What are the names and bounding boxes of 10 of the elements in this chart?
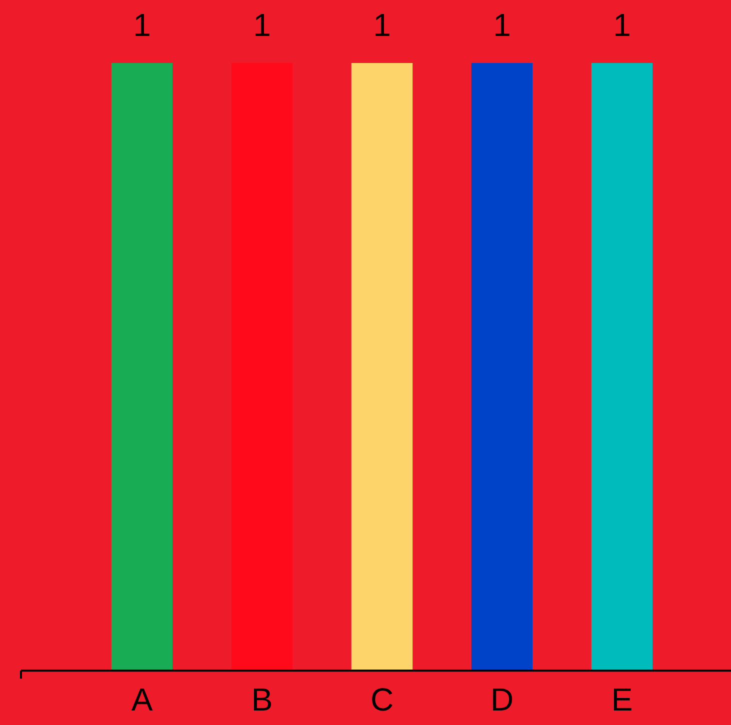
x-tick-label: E <box>611 682 633 718</box>
data-label: 1 <box>373 6 391 43</box>
x-tick-label: D <box>490 682 514 718</box>
data-label: 1 <box>133 6 151 43</box>
data-label: 1 <box>613 6 631 43</box>
data-label: 1 <box>253 6 271 43</box>
data-label: 1 <box>493 6 511 43</box>
x-tick-label: C <box>370 682 394 718</box>
x-tick-label: A <box>131 682 154 718</box>
x-tick-label: B <box>251 682 273 718</box>
